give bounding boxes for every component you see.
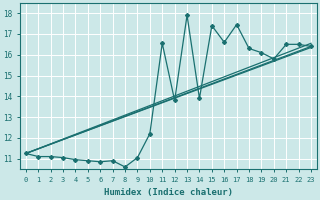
X-axis label: Humidex (Indice chaleur): Humidex (Indice chaleur) <box>104 188 233 197</box>
